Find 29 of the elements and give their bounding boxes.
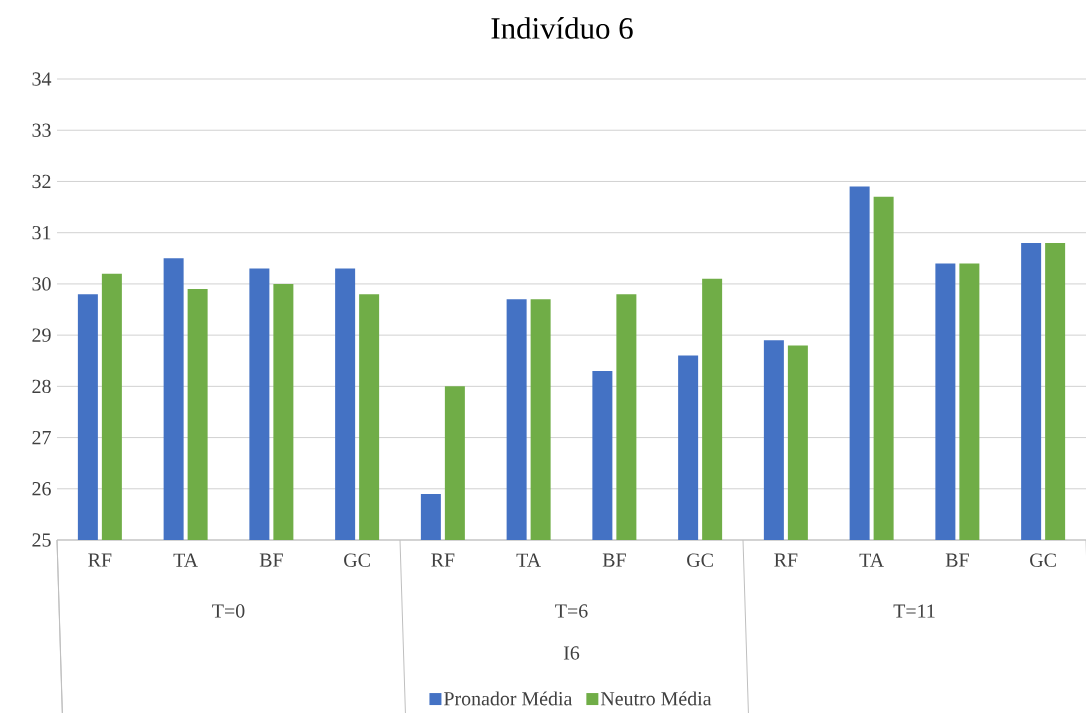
text: I6 (563, 646, 580, 660)
y-tick-label: 33 (32, 123, 51, 137)
x-tick-label: GC (344, 553, 370, 567)
x-tick-label: BF (259, 553, 283, 567)
x-tick-label: TA (173, 553, 198, 567)
y-tick-label: 26 (32, 482, 51, 496)
text: T=0 (212, 604, 245, 618)
y-tick-label: 29 (32, 328, 51, 342)
x-tick-label: TA (516, 553, 541, 567)
y-tick-label: 31 (32, 226, 51, 240)
x-tick-label: TA (859, 553, 884, 567)
y-tick-label: 27 (32, 430, 51, 445)
x-tick-label: BF (945, 553, 969, 567)
text: T=6 (555, 604, 588, 618)
legend-label: Pronador Média (444, 691, 573, 706)
x-tick-label: RF (774, 553, 798, 567)
y-tick-label: 28 (32, 379, 51, 394)
y-tick-label: 34 (32, 72, 52, 86)
x-tick-label: RF (431, 553, 455, 567)
chart-title: Indivíduo 6 (491, 17, 633, 39)
x-tick-label: GC (687, 553, 713, 567)
y-tick-label: 32 (32, 174, 51, 189)
x-tick-label: RF (88, 553, 112, 567)
y-tick-label: 25 (32, 533, 51, 547)
text: T=11 (893, 604, 935, 618)
x-tick-label: GC (1030, 553, 1056, 567)
x-tick-label: BF (602, 553, 626, 567)
y-tick-label: 30 (32, 277, 51, 291)
legend-label: Neutro Média (600, 691, 712, 706)
